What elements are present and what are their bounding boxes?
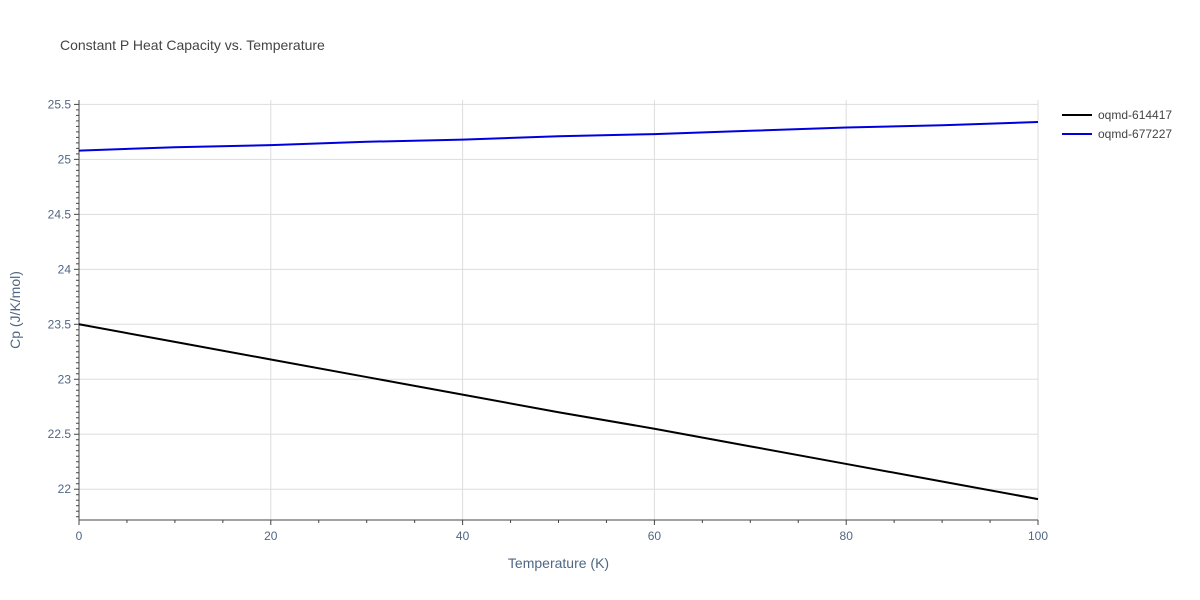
grid-layer [79,100,1039,520]
x-tick-label-3: 60 [648,529,662,543]
y-tick-label-2: 23 [58,372,72,386]
y-tick-label-7: 25.5 [48,97,72,111]
x-tick-label-4: 80 [840,529,854,543]
x-tick-label-2: 40 [456,529,470,543]
y-tick-label-4: 24 [58,262,72,276]
axes-layer: 0 20 40 60 80 100 22 22.5 23 23.5 24 24.5 25 25.5 [48,97,1049,543]
legend: oqmd-614417 oqmd-677227 [1062,108,1172,141]
series-line-oqmd-677227 [78,120,1039,152]
y-tick-label-3: 23.5 [48,317,72,331]
legend-label-0: oqmd-614417 [1098,108,1172,122]
x-axis-title: Temperature (K) [508,555,609,571]
y-tick-label-6: 25 [58,152,72,166]
y-axis-title: Cp (J/K/mol) [7,271,23,349]
y-tick-label-0: 22 [58,482,72,496]
x-tick-label-5: 100 [1028,529,1048,543]
legend-label-1: oqmd-677227 [1098,127,1172,141]
chart-title: Constant P Heat Capacity vs. Temperature [60,37,325,53]
series-line-oqmd-614417 [78,323,1039,501]
series-layer [78,120,1039,501]
x-tick-label-1: 20 [264,529,278,543]
x-tick-label-0: 0 [76,529,83,543]
y-tick-label-5: 24.5 [48,207,72,221]
y-tick-label-1: 22.5 [48,427,72,441]
